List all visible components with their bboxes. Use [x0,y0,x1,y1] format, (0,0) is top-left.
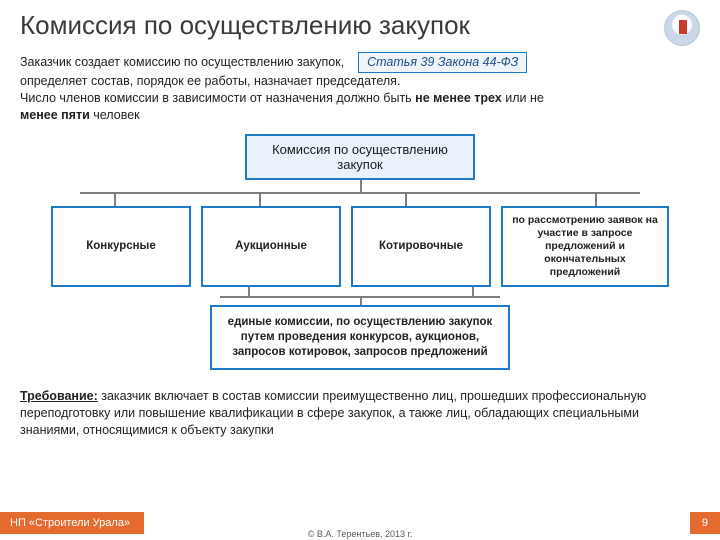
requirement-paragraph: Требование: заказчик включает в состав к… [0,378,720,447]
chart-cell-4: по рассмотрению заявок на участие в запр… [501,206,669,288]
chart-bottom-box: единые комиссии, по осуществлению закупо… [210,305,510,370]
chart-connector-bottom [220,287,500,305]
intro-line1: Заказчик создает комиссию по осуществлен… [20,55,344,69]
chart-cell-2: Аукционные [201,206,341,288]
requirement-text: заказчик включает в состав комиссии преи… [20,389,646,437]
logo-icon [664,10,700,46]
chart-top-box: Комиссия по осуществлению закупок [245,134,475,180]
footer-copyright: © В.А. Терентьев, 2013 г. [0,529,720,539]
chart-row: Конкурсные Аукционные Котировочные по ра… [20,206,700,288]
footer: НП «Строители Урала» 9 © В.А. Терентьев,… [0,506,720,540]
chart-cell-3: Котировочные [351,206,491,288]
intro-bold1: не менее трех [415,91,502,105]
intro-bold2: менее пяти [20,108,90,122]
page-title: Комиссия по осуществлению закупок [20,10,470,41]
requirement-label: Требование: [20,389,98,403]
intro-line2: определяет состав, порядок ее работы, на… [20,74,400,88]
law-reference-badge: Статья 39 Закона 44-ФЗ [358,52,527,73]
intro-paragraph: Заказчик создает комиссию по осуществлен… [0,52,720,130]
chart-cell-1: Конкурсные [51,206,191,288]
org-chart: Комиссия по осуществлению закупок Конкур… [0,130,720,378]
chart-connector-top [80,180,640,206]
intro-line3a: Число членов комиссии в зависимости от н… [20,91,415,105]
intro-line3c: человек [90,108,140,122]
intro-line3b: или не [502,91,544,105]
